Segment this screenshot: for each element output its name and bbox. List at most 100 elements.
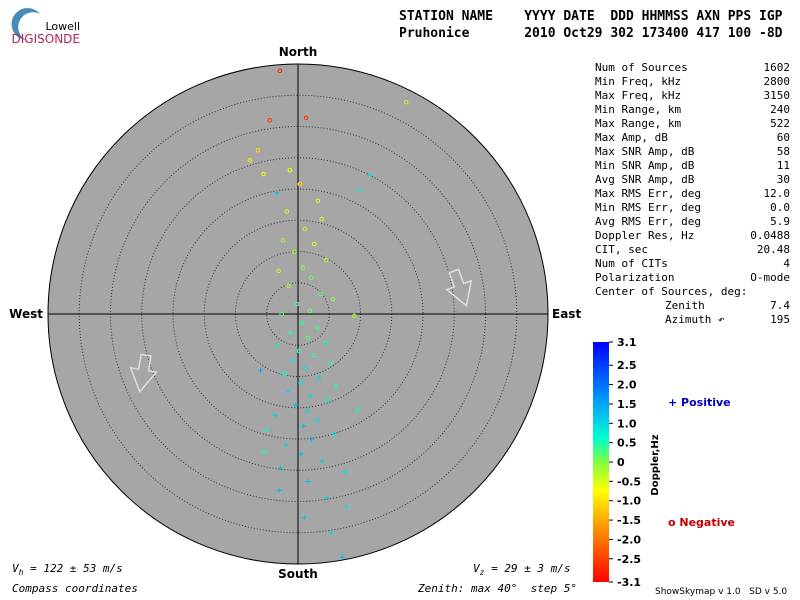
negative-source <box>300 265 306 271</box>
zenith-value: 7.4 <box>770 299 790 312</box>
negative-source <box>319 216 325 222</box>
negative-source <box>308 275 314 281</box>
stat-label: Num of Sources <box>595 61 688 74</box>
coords-note: Compass coordinates <box>12 582 138 595</box>
version: ShowSkymap v 1.0 SD v 5.0 <box>655 587 787 597</box>
negative-source <box>303 366 308 371</box>
positive-source <box>289 357 295 363</box>
header-values: Pruhonice 2010 Oct29 302 173400 417 100 … <box>399 26 783 41</box>
arrow-icon <box>129 353 158 394</box>
colorbar-tick-label: -2.0 <box>617 533 641 546</box>
stat-label: Max SNR Amp, dB <box>595 145 695 158</box>
stat-value: 0.0488 <box>750 229 790 242</box>
positive-source <box>316 375 322 381</box>
vz-text: = 29 ± 3 m/s <box>484 562 570 575</box>
west-label: West <box>9 307 43 321</box>
negative-source <box>330 296 336 302</box>
negative-source <box>279 311 285 317</box>
negative-source <box>255 147 261 153</box>
positive-source <box>301 515 307 521</box>
negative-source <box>303 115 309 121</box>
stat-value: 58 <box>777 145 790 158</box>
positive-source <box>274 190 280 196</box>
negative-source <box>311 241 317 247</box>
vh-symbol: V <box>12 562 20 575</box>
stat-label: Polarization <box>595 271 674 284</box>
stat-label: Max Range, km <box>595 117 681 130</box>
negative-source <box>342 469 348 475</box>
negative-source <box>315 325 320 331</box>
vh-sub: h <box>19 568 24 577</box>
positive-source <box>344 504 350 509</box>
stat-value: 4 <box>783 257 790 270</box>
stat-value: 0.0 <box>770 201 790 214</box>
stat-label: Min Range, km <box>595 103 681 116</box>
positive-source <box>288 330 293 336</box>
colorbar-tick-label: 2.5 <box>617 359 637 372</box>
negative-source <box>323 257 329 263</box>
stat-label: Num of CITs <box>595 257 668 270</box>
stat-value: 20.48 <box>757 243 790 256</box>
negative-source <box>333 384 339 389</box>
stat-label: Doppler Res, Hz <box>595 229 694 242</box>
stat-value: 240 <box>770 103 790 116</box>
negative-source <box>299 320 305 326</box>
logo-top: Lowell <box>45 20 80 33</box>
negative-source <box>294 301 300 307</box>
negative-source <box>314 417 320 423</box>
azimuth-label: Azimuth ↶ <box>665 313 725 326</box>
zenith-label: Zenith <box>665 299 705 312</box>
positive-source <box>319 458 325 464</box>
negative-source <box>328 361 333 366</box>
colorbar-tick-label: 0.5 <box>617 437 637 450</box>
north-label: North <box>279 45 317 59</box>
colorbar-tick-label: 1.0 <box>617 417 637 430</box>
negative-source <box>298 380 303 386</box>
stat-label: Max Amp, dB <box>595 131 668 144</box>
stat-label: CIT, sec <box>595 243 648 256</box>
negative-source <box>355 407 360 413</box>
vz-symbol: V <box>473 562 481 575</box>
stat-label: Avg RMS Err, deg <box>595 215 701 228</box>
colorbar <box>593 342 609 582</box>
positive-source <box>305 479 311 484</box>
colorbar-tick-label: 3.1 <box>617 336 637 349</box>
negative-source <box>403 99 409 105</box>
negative-source <box>276 268 281 274</box>
negative-source <box>261 449 266 454</box>
negative-source <box>284 209 290 214</box>
zenith-note: Zenith: max 40° step 5° <box>417 582 577 595</box>
center-title: Center of Sources, deg: <box>595 285 747 298</box>
negative-source <box>264 427 270 433</box>
legend-negative: o Negative <box>668 516 735 529</box>
negative-source <box>281 371 287 376</box>
south-label: South <box>278 567 318 581</box>
positive-source <box>293 402 298 408</box>
vz-sub: z <box>480 568 485 577</box>
negative-source <box>280 237 286 243</box>
colorbar-tick-label: -3.1 <box>617 576 641 589</box>
positive-source <box>285 388 291 394</box>
positive-source <box>274 343 280 349</box>
positive-source <box>309 437 315 443</box>
positive-source <box>283 442 289 448</box>
negative-source <box>308 393 313 399</box>
positive-source <box>357 187 363 193</box>
positive-source <box>278 465 283 471</box>
negative-source <box>302 226 308 232</box>
stat-label: Max Freq, kHz <box>595 89 681 102</box>
negative-source <box>287 167 293 173</box>
stat-value: 1602 <box>764 61 791 74</box>
positive-source <box>367 172 373 178</box>
negative-source <box>297 181 303 187</box>
stat-value: 3150 <box>764 89 791 102</box>
colorbar-tick-label: -0.5 <box>617 475 641 488</box>
negative-source <box>291 249 297 255</box>
positive-source <box>258 367 263 373</box>
negative-source <box>315 198 321 204</box>
colorbar-tick-label: -2.5 <box>617 553 641 566</box>
negative-source <box>318 291 323 297</box>
stat-value: 11 <box>777 159 790 172</box>
stat-label: Avg SNR Amp, dB <box>595 173 695 186</box>
